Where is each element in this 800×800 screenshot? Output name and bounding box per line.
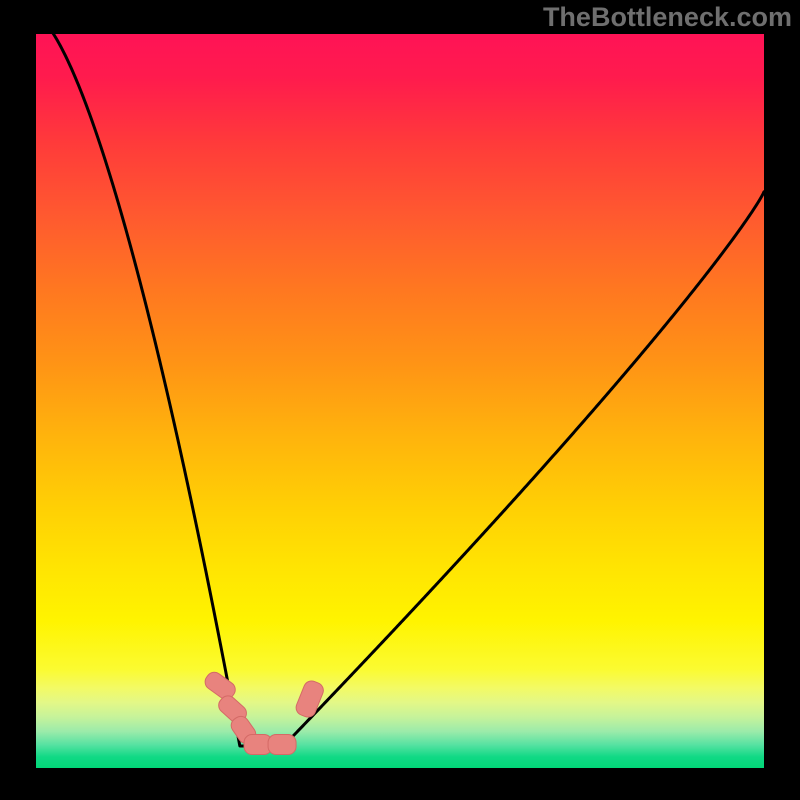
plot-svg	[36, 34, 764, 768]
curve-marker	[268, 735, 296, 755]
watermark-text: TheBottleneck.com	[543, 2, 792, 33]
plot-area	[36, 34, 764, 768]
gradient-background	[36, 34, 764, 768]
